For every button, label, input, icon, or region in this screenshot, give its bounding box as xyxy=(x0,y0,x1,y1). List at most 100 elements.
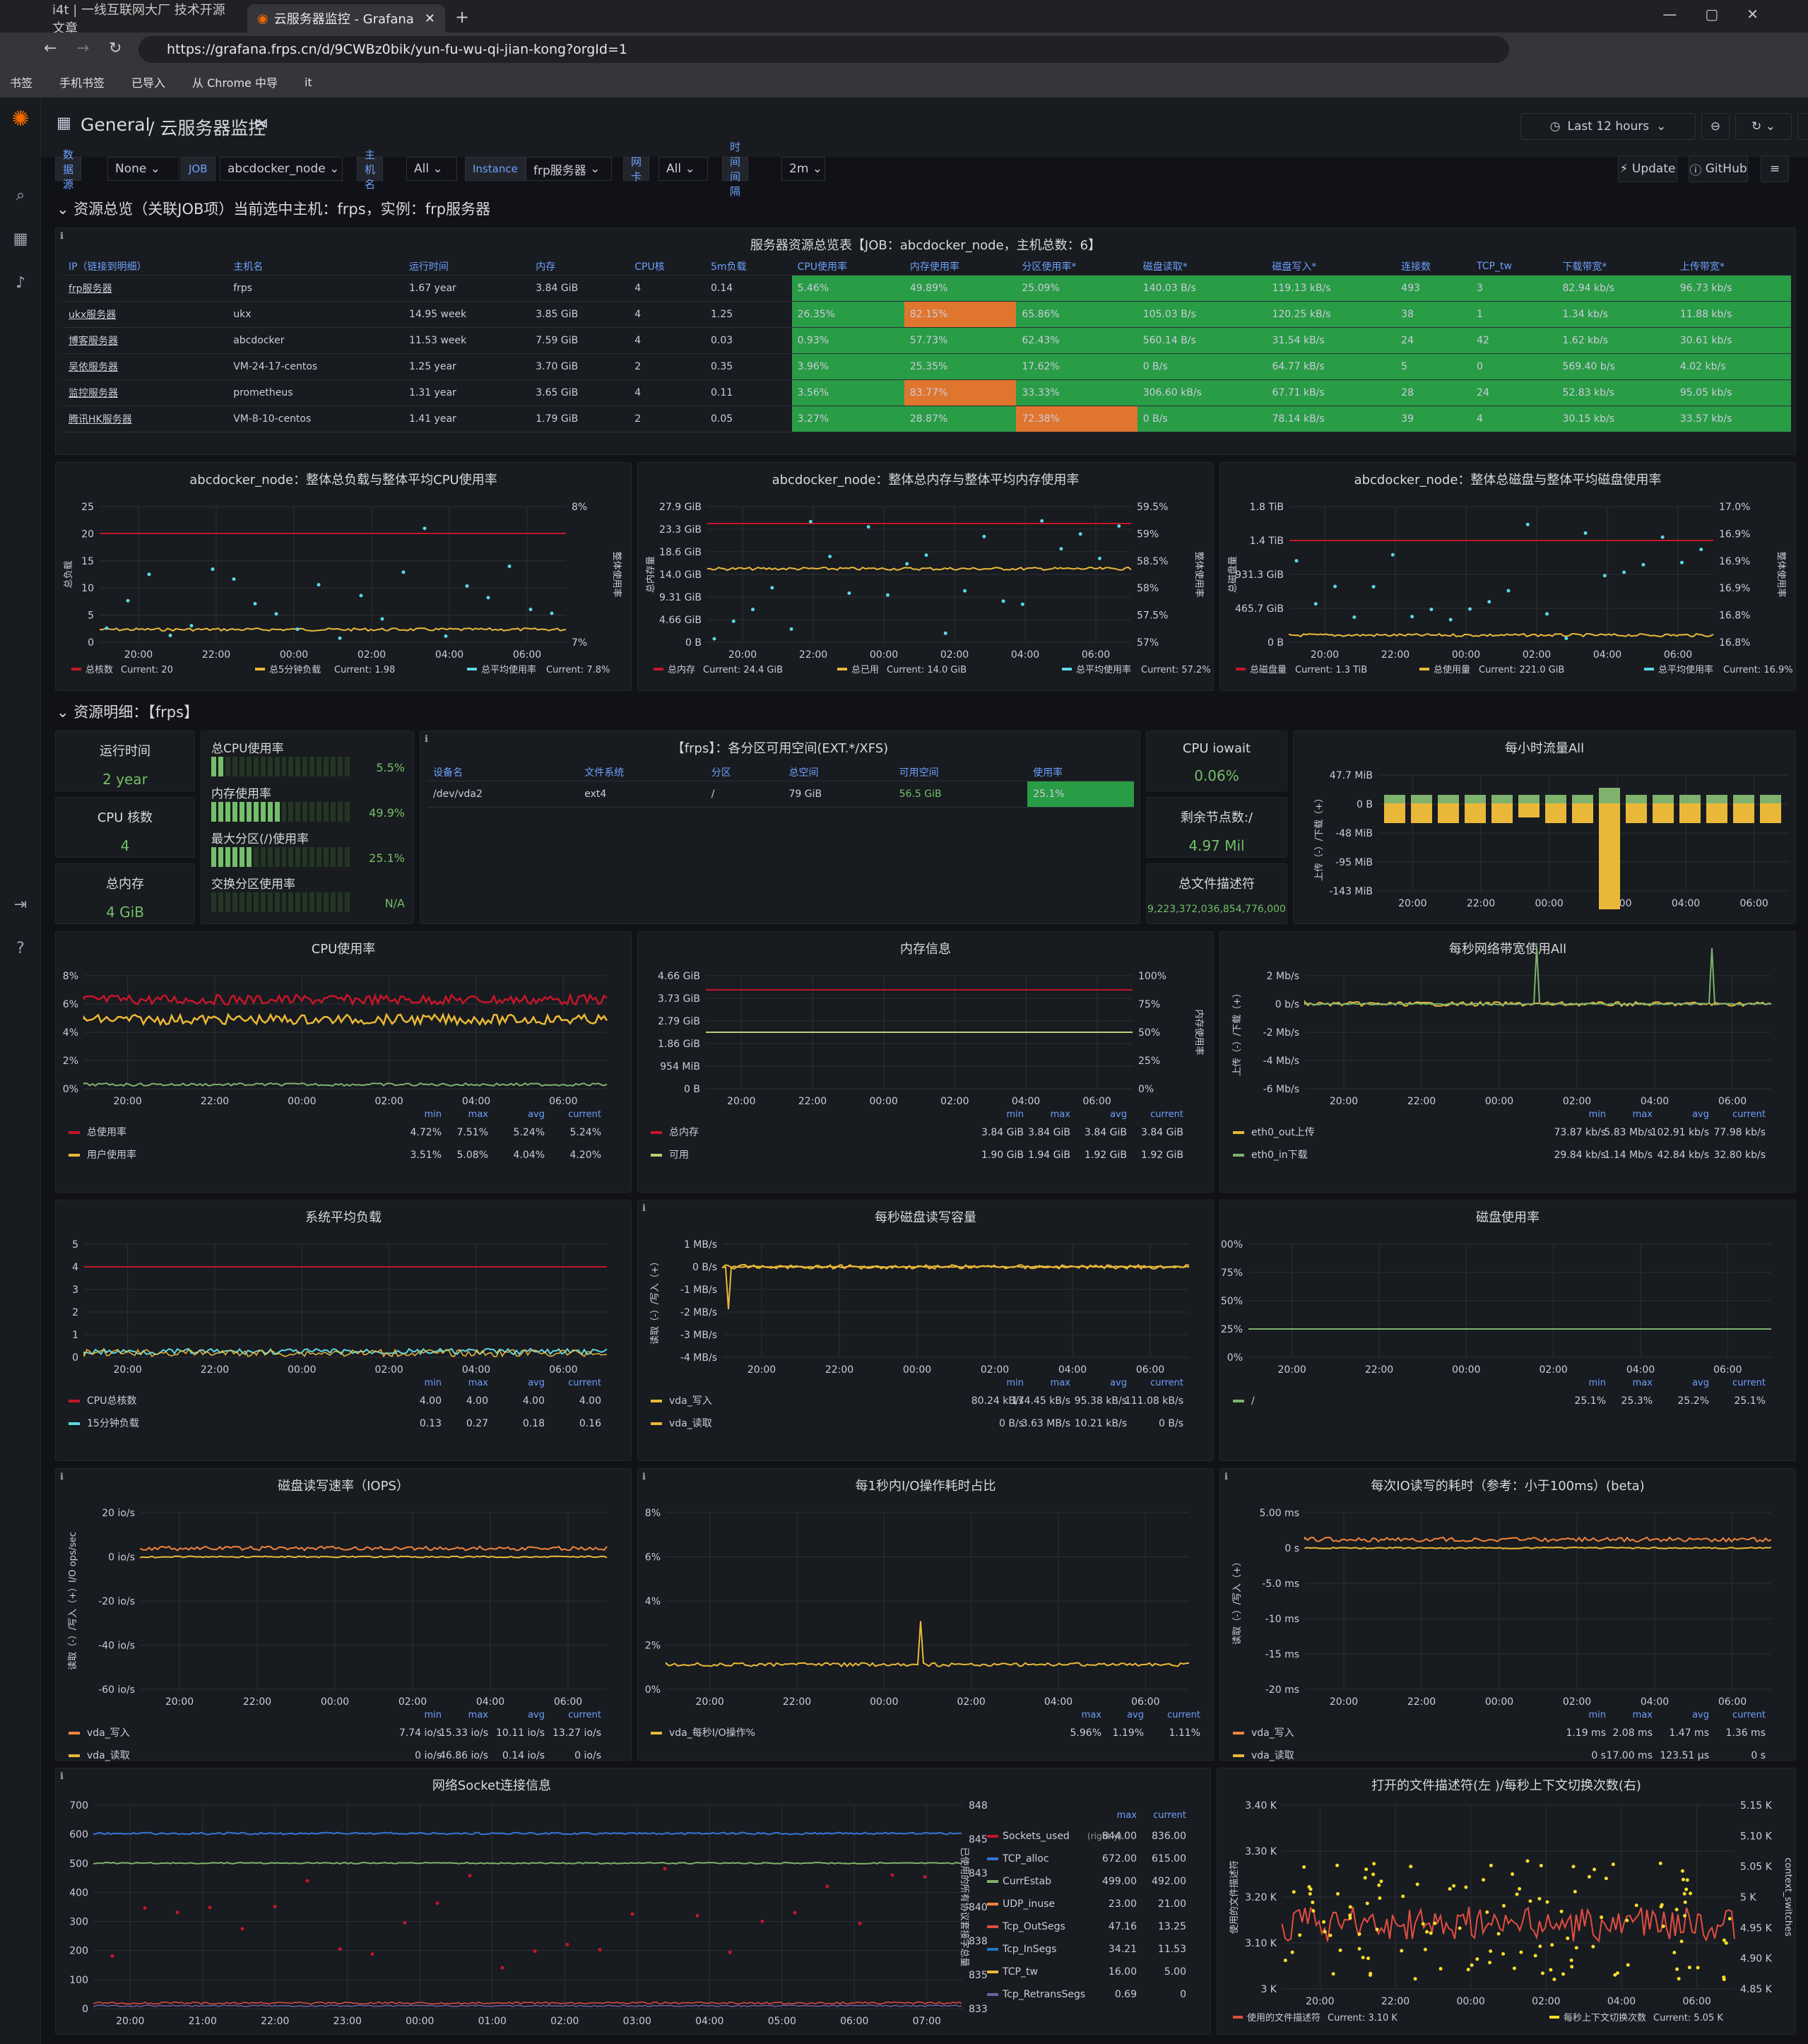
alerting-icon[interactable]: ♪ xyxy=(15,274,26,292)
legend-name[interactable]: 总内存 xyxy=(669,1127,699,1138)
column-header[interactable]: CPU使用率 xyxy=(791,258,904,276)
legend-name[interactable]: 每秒上下文切换次数 xyxy=(1564,2012,1646,2024)
column-header[interactable]: 上传带宽* xyxy=(1674,258,1791,276)
var-select[interactable]: 2m ⌄ xyxy=(781,157,825,181)
column-header[interactable]: 分区 xyxy=(705,764,784,781)
legend-name[interactable]: TCP_tw xyxy=(1002,1966,1038,1978)
var-select[interactable]: All ⌄ xyxy=(406,157,457,181)
column-header[interactable]: 可用空间 xyxy=(893,764,1028,781)
legend-column-header[interactable]: min xyxy=(424,1378,442,1388)
legend-column-header[interactable]: max xyxy=(1633,1378,1653,1388)
legend-column-header[interactable]: current xyxy=(568,1109,601,1120)
sign-in-icon[interactable]: ⇥ xyxy=(13,896,28,914)
column-header[interactable]: TCP_tw xyxy=(1471,258,1557,276)
legend-column-header[interactable]: avg xyxy=(1692,1710,1709,1720)
column-header[interactable]: 磁盘写入* xyxy=(1266,258,1396,276)
legend-name[interactable]: vda_写入 xyxy=(1251,1727,1294,1739)
legend-name[interactable]: vda_读取 xyxy=(1251,1749,1294,1761)
legend-name[interactable]: CPU总核数 xyxy=(87,1395,136,1407)
legend-name[interactable]: 用户使用率 xyxy=(87,1149,136,1161)
legend-name[interactable]: 总平均使用率 xyxy=(481,664,536,675)
dashboards-icon[interactable]: ▦ xyxy=(13,230,28,248)
legend-name[interactable]: vda_每秒I/O操作% xyxy=(669,1727,755,1739)
info-icon[interactable]: ℹ xyxy=(60,1771,64,1782)
legend-column-header[interactable]: current xyxy=(568,1710,601,1720)
column-header[interactable]: 运行时间 xyxy=(403,258,531,276)
legend-column-header[interactable]: min xyxy=(1006,1109,1024,1120)
column-header[interactable]: 下载带宽* xyxy=(1556,258,1674,276)
host-link[interactable]: 博客服务器 xyxy=(63,327,228,354)
row-header[interactable]: ⌄ 资源总览（关联JOB项）当前选中主机：frps，实例：frp服务器 xyxy=(57,198,490,219)
column-header[interactable]: IP（链接到明细） xyxy=(63,258,228,276)
var-select[interactable]: None ⌄ xyxy=(107,157,179,181)
address-bar[interactable]: https://grafana.frps.cn/d/9CWBz0bik/yun-… xyxy=(138,36,1509,63)
legend-column-header[interactable]: max xyxy=(1117,1810,1138,1821)
host-link[interactable]: 监控服务器 xyxy=(63,379,228,406)
legend-column-header[interactable]: min xyxy=(1588,1109,1606,1120)
tv-mode-button[interactable]: ▭ xyxy=(1797,113,1808,140)
column-header[interactable]: 设备名 xyxy=(427,764,579,781)
share-icon[interactable]: ⋈ xyxy=(254,114,268,131)
menu-button[interactable]: ≡ xyxy=(1761,155,1789,182)
legend-column-header[interactable]: avg xyxy=(528,1378,545,1388)
legend-name[interactable]: 总5分钟负载 xyxy=(269,664,321,675)
legend-name[interactable]: vda_写入 xyxy=(87,1727,130,1739)
column-header[interactable]: 5m负载 xyxy=(704,258,792,276)
legend-name[interactable]: TCP_alloc xyxy=(1002,1853,1049,1865)
legend-name[interactable]: vda_写入 xyxy=(669,1395,712,1407)
time-picker[interactable]: ◷ Last 12 hours ⌄ xyxy=(1520,113,1696,140)
legend-name[interactable]: 总已用 xyxy=(851,665,879,675)
legend-column-header[interactable]: max xyxy=(1051,1378,1071,1388)
legend-name[interactable]: / xyxy=(1251,1395,1255,1407)
zoom-out-button[interactable]: ⊖ xyxy=(1701,113,1730,140)
legend-name[interactable]: 总使用量 xyxy=(1434,664,1470,675)
legend-column-header[interactable]: current xyxy=(1732,1378,1766,1388)
legend-column-header[interactable]: avg xyxy=(528,1109,545,1120)
legend-name[interactable]: 总磁盘量 xyxy=(1250,664,1287,675)
window-controls[interactable]: —▢✕ xyxy=(1662,6,1787,23)
legend-name[interactable]: 15分钟负载 xyxy=(87,1417,139,1429)
legend-column-header[interactable]: current xyxy=(1150,1378,1183,1388)
legend-column-header[interactable]: max xyxy=(468,1378,489,1388)
column-header[interactable]: 分区使用率* xyxy=(1016,258,1138,276)
legend-name[interactable]: 可用 xyxy=(669,1150,689,1161)
legend-column-header[interactable]: max xyxy=(1633,1710,1653,1720)
row-header[interactable]: ⌄ 资源明细：【frps】 xyxy=(57,701,199,722)
info-icon[interactable]: ℹ xyxy=(1224,1472,1228,1482)
host-link[interactable]: 吴依服务器 xyxy=(63,353,228,380)
legend-name[interactable]: 总平均使用率 xyxy=(1076,664,1131,675)
legend-name[interactable]: Tcp_InSegs xyxy=(1002,1944,1056,1955)
host-link[interactable]: ukx服务器 xyxy=(63,301,228,328)
bookmark-item[interactable]: 书签 xyxy=(10,76,33,90)
legend-column-header[interactable]: current xyxy=(1150,1109,1183,1120)
legend-column-header[interactable]: min xyxy=(424,1109,442,1120)
legend-column-header[interactable]: max xyxy=(1051,1109,1071,1120)
refresh-button[interactable]: ↻ ⌄ xyxy=(1735,113,1792,140)
legend-name[interactable]: UDP_inuse xyxy=(1003,1898,1055,1910)
legend-column-header[interactable]: min xyxy=(1588,1710,1606,1720)
column-header[interactable]: 连接数 xyxy=(1395,258,1472,276)
legend-name[interactable]: vda_读取 xyxy=(669,1417,712,1429)
back-icon[interactable]: ← xyxy=(44,40,57,57)
legend-column-header[interactable]: min xyxy=(1588,1378,1606,1388)
legend-name[interactable]: 总使用率 xyxy=(87,1126,126,1138)
info-icon[interactable]: ℹ xyxy=(642,1472,646,1482)
folder-name[interactable]: General xyxy=(81,114,150,135)
column-header[interactable]: CPU核 xyxy=(629,258,705,276)
close-icon[interactable]: ✕ xyxy=(424,11,435,26)
help-icon[interactable]: ? xyxy=(16,940,25,957)
legend-column-header[interactable]: avg xyxy=(1692,1378,1709,1388)
legend-name[interactable]: Tcp_RetransSegs xyxy=(1002,1989,1085,2000)
bookmark-item[interactable]: 从 Chrome 中导 xyxy=(192,76,278,90)
bookmark-item[interactable]: it xyxy=(304,75,312,89)
bookmark-item[interactable]: 已导入 xyxy=(131,76,166,90)
legend-column-header[interactable]: avg xyxy=(528,1710,545,1720)
legend-name[interactable]: 总平均使用率 xyxy=(1658,664,1713,675)
legend-column-header[interactable]: min xyxy=(424,1710,442,1720)
legend-name[interactable]: 使用的文件描述符 xyxy=(1247,2012,1320,2024)
legend-column-header[interactable]: current xyxy=(1732,1710,1766,1720)
var-select[interactable]: frp服务器 ⌄ xyxy=(526,157,612,181)
legend-column-header[interactable]: current xyxy=(1153,1810,1186,1821)
var-select[interactable]: abcdocker_node ⌄ xyxy=(220,157,343,181)
legend-column-header[interactable]: min xyxy=(1006,1378,1024,1388)
